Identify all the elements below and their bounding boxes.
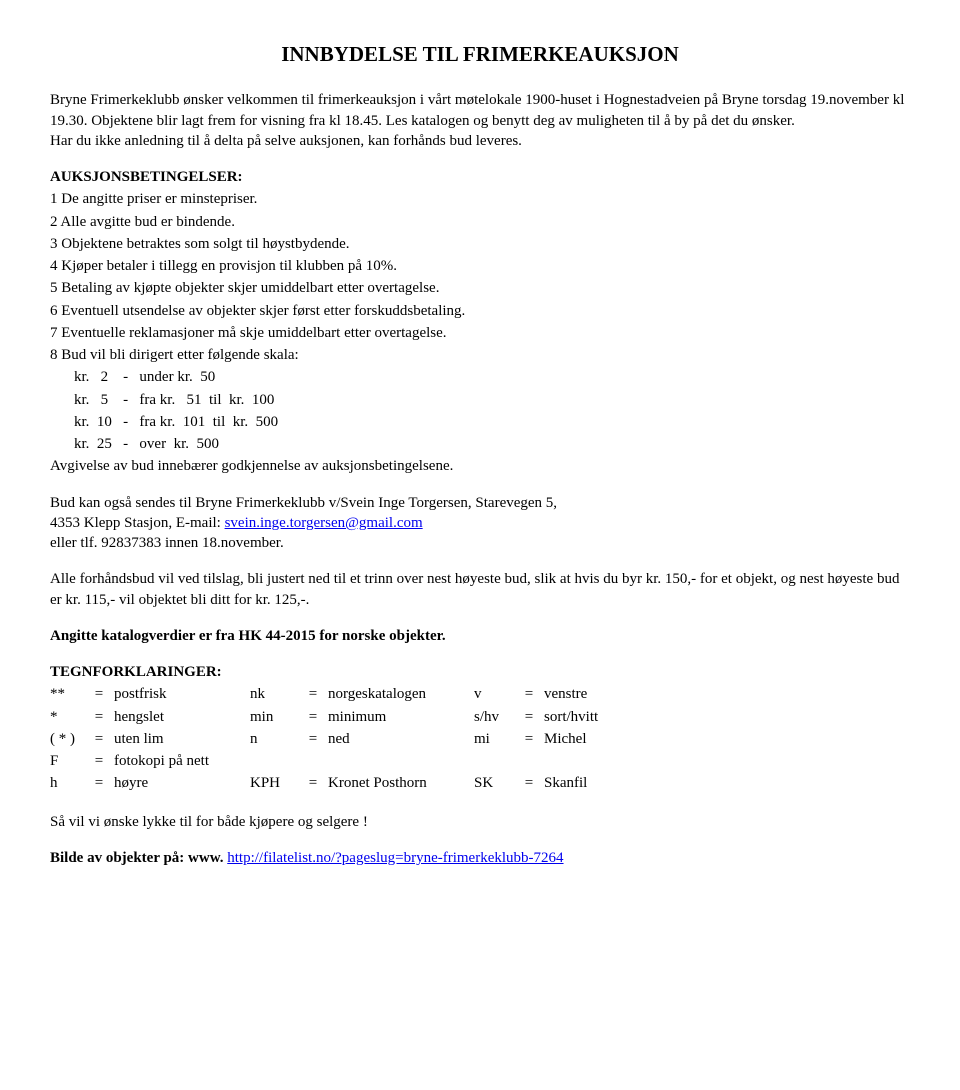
scale-row-4: kr. 25 - over kr. 500: [74, 434, 910, 454]
legend-cell: s/hv: [474, 707, 520, 729]
legend-cell: [328, 751, 474, 773]
legend-cell: =: [304, 707, 328, 729]
closing-line: Så vil vi ønske lykke til for både kjøpe…: [50, 812, 910, 832]
scale-row-1: kr. 2 - under kr. 50: [74, 367, 910, 387]
legend-cell: v: [474, 684, 520, 706]
legend-cell: h: [50, 773, 90, 795]
legend-cell: nk: [250, 684, 304, 706]
legend-row: ( * )=uten limn=nedmi=Michel: [50, 729, 650, 751]
legend-cell: =: [520, 773, 544, 795]
legend-row: F=fotokopi på nett: [50, 751, 650, 773]
legend-cell: hengslet: [114, 707, 250, 729]
legend-cell: =: [520, 707, 544, 729]
legend-cell: n: [250, 729, 304, 751]
bid-email-link[interactable]: svein.inge.torgersen@gmail.com: [225, 515, 423, 531]
terms-heading: AUKSJONSBETINGELSER:: [50, 167, 910, 187]
legend-cell: [304, 751, 328, 773]
picture-link[interactable]: http://filatelist.no/?pageslug=bryne-fri…: [227, 850, 563, 866]
terms-footer: Avgivelse av bud innebærer godkjennelse …: [50, 456, 910, 476]
legend-row: h=høyreKPH=Kronet PosthornSK=Skanfil: [50, 773, 650, 795]
legend-cell: =: [304, 729, 328, 751]
legend-cell: sort/hvitt: [544, 707, 650, 729]
term-2: 2 Alle avgitte bud er bindende.: [50, 212, 910, 232]
picture-pre: Bilde av objekter på: www.: [50, 850, 227, 866]
legend-cell: ned: [328, 729, 474, 751]
legend-cell: [474, 751, 520, 773]
legend-cell: *: [50, 707, 90, 729]
legend-cell: høyre: [114, 773, 250, 795]
legend-cell: =: [90, 773, 114, 795]
bid-line1: Bud kan også sendes til Bryne Frimerkekl…: [50, 495, 557, 511]
legend-cell: [250, 751, 304, 773]
legend-heading: TEGNFORKLARINGER:: [50, 662, 910, 682]
term-8: 8 Bud vil bli dirigert etter følgende sk…: [50, 345, 910, 365]
legend-cell: fotokopi på nett: [114, 751, 250, 773]
intro-text: Bryne Frimerkeklubb ønsker velkommen til…: [50, 92, 904, 128]
catalog-note: Angitte katalogverdier er fra HK 44-2015…: [50, 626, 910, 646]
term-7: 7 Eventuelle reklamasjoner må skje umidd…: [50, 323, 910, 343]
legend-cell: =: [520, 729, 544, 751]
legend-cell: =: [90, 707, 114, 729]
legend-row: *=hengsletmin=minimums/hv=sort/hvitt: [50, 707, 650, 729]
legend-cell: [520, 751, 544, 773]
intro-line2: Har du ikke anledning til å delta på sel…: [50, 133, 522, 149]
legend-cell: **: [50, 684, 90, 706]
legend-cell: postfrisk: [114, 684, 250, 706]
intro-paragraph: Bryne Frimerkeklubb ønsker velkommen til…: [50, 90, 910, 151]
legend-row: **=postfrisknk=norgeskatalogenv=venstre: [50, 684, 650, 706]
legend-cell: KPH: [250, 773, 304, 795]
term-4: 4 Kjøper betaler i tillegg en provisjon …: [50, 256, 910, 276]
legend-cell: =: [304, 684, 328, 706]
legend-cell: ( * ): [50, 729, 90, 751]
term-5: 5 Betaling av kjøpte objekter skjer umid…: [50, 278, 910, 298]
term-6: 6 Eventuell utsendelse av objekter skjer…: [50, 301, 910, 321]
legend-cell: =: [520, 684, 544, 706]
scale-row-2: kr. 5 - fra kr. 51 til kr. 100: [74, 390, 910, 410]
scale-row-3: kr. 10 - fra kr. 101 til kr. 500: [74, 412, 910, 432]
page-title: INNBYDELSE TIL FRIMERKEAUKSJON: [50, 40, 910, 68]
legend-cell: uten lim: [114, 729, 250, 751]
legend-cell: [544, 751, 650, 773]
picture-line: Bilde av objekter på: www. http://filate…: [50, 848, 910, 868]
legend-cell: =: [90, 729, 114, 751]
legend-cell: minimum: [328, 707, 474, 729]
legend-cell: Michel: [544, 729, 650, 751]
term-1: 1 De angitte priser er minstepriser.: [50, 189, 910, 209]
legend-cell: venstre: [544, 684, 650, 706]
bid-line2-pre: 4353 Klepp Stasjon, E-mail:: [50, 515, 225, 531]
legend-table: **=postfrisknk=norgeskatalogenv=venstre*…: [50, 684, 650, 795]
prebid-paragraph: Alle forhåndsbud vil ved tilslag, bli ju…: [50, 569, 910, 610]
legend-cell: min: [250, 707, 304, 729]
legend-cell: mi: [474, 729, 520, 751]
legend-cell: F: [50, 751, 90, 773]
bid-paragraph: Bud kan også sendes til Bryne Frimerkekl…: [50, 493, 910, 554]
bid-line3: eller tlf. 92837383 innen 18.november.: [50, 535, 284, 551]
legend-cell: Kronet Posthorn: [328, 773, 474, 795]
legend-cell: =: [90, 751, 114, 773]
legend-cell: =: [90, 684, 114, 706]
legend-cell: =: [304, 773, 328, 795]
term-3: 3 Objektene betraktes som solgt til høys…: [50, 234, 910, 254]
legend-cell: norgeskatalogen: [328, 684, 474, 706]
legend-cell: SK: [474, 773, 520, 795]
legend-cell: Skanfil: [544, 773, 650, 795]
